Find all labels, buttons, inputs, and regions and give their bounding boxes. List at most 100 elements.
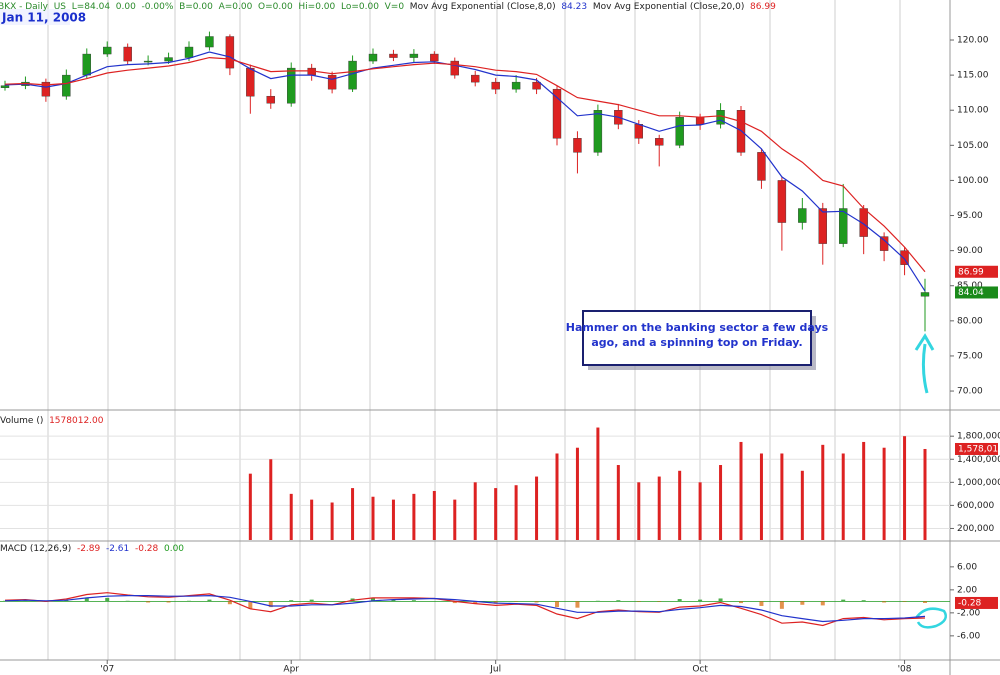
candle-body (675, 117, 684, 146)
volume-bar (739, 441, 743, 540)
annotation-text: ago, and a spinning top on Friday. (591, 336, 802, 349)
y-tick-label: 600,000 (957, 501, 994, 511)
candle-body (0, 85, 10, 88)
y-tick-label: 1,400,000 (957, 455, 1000, 465)
volume-bar (351, 488, 355, 540)
value-badge-label: 86.99 (958, 267, 984, 277)
candle-body (143, 60, 153, 63)
volume-bar (698, 482, 702, 540)
value-badge (955, 442, 998, 455)
volume-bar (269, 459, 273, 540)
volume-bar (678, 470, 682, 540)
volume-bar (310, 499, 314, 540)
candle-body (103, 46, 112, 55)
histogram-bar (187, 600, 191, 602)
date-label: Jan 11, 2008 (1, 11, 86, 25)
volume-bar (759, 453, 763, 540)
volume-bar (841, 453, 845, 540)
candle-body (532, 81, 541, 90)
volume-bar (248, 473, 252, 540)
line-series (4, 51, 926, 292)
candle-body (634, 124, 643, 139)
volume-bar (637, 482, 641, 540)
histogram-bar (371, 598, 375, 602)
histogram-bar (289, 600, 294, 602)
histogram-bar (779, 601, 784, 609)
date-backdrop (0, 9, 70, 25)
header-part: 86.99 (744, 2, 776, 12)
volume-bar (535, 476, 539, 540)
histogram-bar (125, 600, 130, 602)
histogram-bar (105, 597, 110, 602)
candle-body (164, 57, 173, 62)
volume-bar (514, 485, 518, 540)
volume-bar (289, 493, 293, 540)
histogram-bar (248, 601, 253, 609)
candle-body (225, 36, 235, 69)
volume-bar (719, 465, 723, 540)
x-tick-label: Jul (489, 665, 501, 675)
histogram-bar (534, 601, 539, 603)
header-part: Volume () (0, 416, 43, 426)
histogram-bar (759, 601, 764, 606)
y-tick-label: 200,000 (957, 524, 994, 534)
annotation: Hammer on the banking sector a few days … (566, 310, 829, 370)
candle-body (62, 74, 71, 97)
volume-bar (903, 436, 907, 540)
volume-bar (657, 476, 661, 540)
y-tick-label: 1,000,000 (957, 478, 1000, 488)
candle-body (184, 46, 194, 58)
macd-highlight (914, 607, 947, 629)
candle-body (123, 46, 132, 62)
candle-body (818, 208, 827, 244)
histogram-bar (800, 601, 805, 605)
histogram-bar (166, 601, 171, 603)
histogram-bar (3, 600, 7, 602)
y-tick-label: 90.00 (957, 246, 983, 256)
panel-header: BKX - Daily US L=84.04 0.00 -0.00% B=0.0… (0, 2, 776, 12)
arrow-shaft (921, 343, 929, 394)
volume-bar (432, 490, 436, 540)
candle-body (430, 53, 439, 62)
candle-body (573, 138, 582, 153)
arrow-head (914, 333, 935, 351)
candle-body (389, 53, 398, 58)
y-tick-label: 115.00 (957, 71, 989, 81)
y-tick-label: 70.00 (957, 387, 983, 397)
histogram-bar (923, 601, 927, 603)
histogram-bar (636, 601, 641, 602)
x-tick-label: '07 (100, 665, 114, 675)
candle-body (757, 152, 766, 181)
candle-body (511, 81, 521, 90)
histogram-bar (718, 598, 723, 602)
volume-bar (575, 447, 579, 540)
y-tick-label: 2.00 (957, 585, 977, 595)
y-tick-label: 105.00 (957, 141, 989, 151)
header-part: -0.28 (129, 544, 158, 554)
candle-body (777, 180, 787, 223)
y-tick-label: 95.00 (957, 211, 983, 221)
histogram-bar (227, 601, 232, 605)
histogram-bar (677, 599, 682, 602)
header-part: 84.23 (556, 2, 588, 12)
header-part: 1578012.00 (43, 416, 103, 426)
header-part: Mov Avg Exponential (Close,20,0) (587, 2, 744, 12)
histogram-bar (514, 601, 519, 602)
histogram-bar (23, 600, 28, 602)
candle-body (348, 60, 357, 90)
candle-body (450, 60, 459, 76)
header-part: -2.89 (71, 544, 100, 554)
histogram-bar (207, 599, 212, 602)
candle-body (879, 236, 889, 251)
volume-bar (494, 488, 498, 540)
candle-body (839, 208, 848, 244)
y-tick-label: 75.00 (957, 351, 983, 361)
annotation-box (582, 310, 812, 366)
value-badge-label: -0.28 (958, 598, 982, 608)
volume-bar (800, 470, 804, 540)
candle-body (695, 117, 705, 125)
volume-bar (596, 427, 600, 540)
candle-body (246, 67, 255, 97)
volume-bar (330, 502, 334, 540)
candle-body (409, 53, 419, 58)
